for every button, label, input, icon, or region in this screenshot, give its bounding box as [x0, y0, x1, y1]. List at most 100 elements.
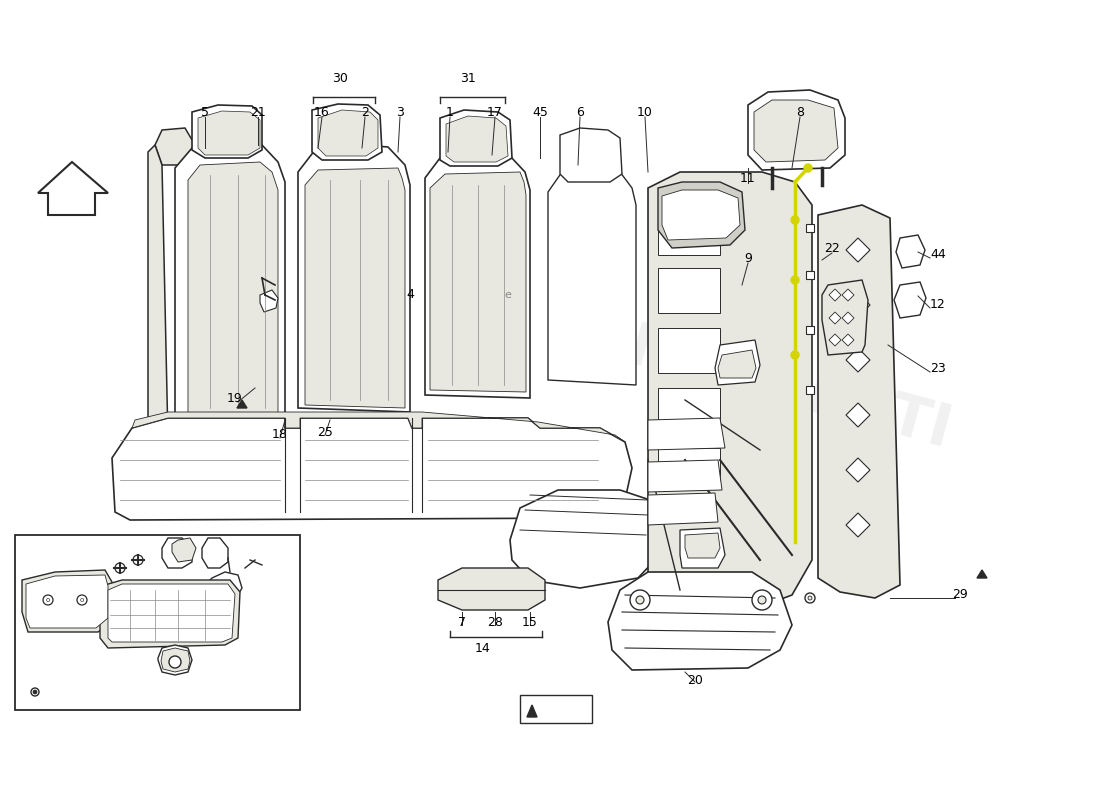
- FancyBboxPatch shape: [15, 535, 300, 710]
- Polygon shape: [527, 705, 537, 717]
- Circle shape: [43, 595, 53, 605]
- Text: 36: 36: [232, 622, 248, 634]
- Polygon shape: [155, 128, 195, 165]
- Text: 4: 4: [406, 289, 414, 302]
- Polygon shape: [829, 334, 842, 346]
- Polygon shape: [662, 190, 740, 240]
- Text: 40: 40: [70, 554, 86, 566]
- Polygon shape: [22, 570, 112, 632]
- Polygon shape: [440, 110, 512, 166]
- Circle shape: [791, 351, 799, 359]
- Text: 1: 1: [447, 106, 454, 118]
- Text: o: o: [46, 597, 51, 603]
- Circle shape: [77, 595, 87, 605]
- Text: o: o: [80, 597, 84, 603]
- Text: 6: 6: [576, 106, 584, 118]
- Text: 14: 14: [475, 642, 491, 654]
- Polygon shape: [846, 293, 870, 317]
- Text: 44: 44: [931, 249, 946, 262]
- Polygon shape: [260, 290, 278, 312]
- Text: e: e: [505, 290, 512, 300]
- Polygon shape: [658, 328, 720, 373]
- Text: 2: 2: [361, 106, 368, 118]
- Polygon shape: [446, 116, 508, 162]
- Polygon shape: [894, 282, 926, 318]
- Polygon shape: [198, 111, 260, 155]
- Polygon shape: [806, 224, 814, 232]
- Text: 25: 25: [317, 426, 333, 438]
- Polygon shape: [648, 493, 718, 525]
- Polygon shape: [806, 271, 814, 279]
- Polygon shape: [188, 162, 278, 418]
- Text: 3: 3: [396, 106, 404, 118]
- Polygon shape: [305, 168, 405, 408]
- Polygon shape: [298, 144, 410, 412]
- Text: 30: 30: [332, 71, 348, 85]
- Polygon shape: [715, 340, 760, 385]
- Circle shape: [133, 555, 143, 565]
- Text: 20: 20: [688, 674, 703, 686]
- Polygon shape: [438, 568, 544, 610]
- Circle shape: [31, 688, 38, 696]
- Text: 18: 18: [272, 429, 288, 442]
- Text: 5: 5: [201, 106, 209, 118]
- Polygon shape: [829, 312, 842, 324]
- Polygon shape: [680, 528, 725, 568]
- Polygon shape: [846, 513, 870, 537]
- Polygon shape: [842, 312, 854, 324]
- Polygon shape: [208, 572, 242, 602]
- Text: passion for parts: passion for parts: [645, 432, 795, 488]
- Polygon shape: [846, 238, 870, 262]
- Polygon shape: [108, 584, 235, 642]
- Polygon shape: [685, 533, 720, 558]
- Text: 39: 39: [114, 542, 130, 554]
- FancyBboxPatch shape: [520, 695, 592, 723]
- Text: 22: 22: [824, 242, 840, 254]
- Polygon shape: [822, 280, 868, 355]
- Polygon shape: [175, 142, 285, 425]
- Polygon shape: [112, 418, 632, 520]
- Polygon shape: [846, 458, 870, 482]
- Text: 38: 38: [220, 582, 235, 594]
- Text: 19: 19: [227, 391, 243, 405]
- Polygon shape: [658, 268, 720, 313]
- Polygon shape: [648, 172, 812, 610]
- Polygon shape: [648, 418, 725, 450]
- Polygon shape: [318, 110, 378, 156]
- Text: 7: 7: [458, 615, 466, 629]
- Circle shape: [791, 276, 799, 284]
- Polygon shape: [162, 538, 192, 568]
- Polygon shape: [806, 326, 814, 334]
- Circle shape: [791, 216, 799, 224]
- Polygon shape: [425, 152, 530, 398]
- Polygon shape: [148, 145, 168, 448]
- Polygon shape: [846, 348, 870, 372]
- Circle shape: [169, 656, 182, 668]
- Text: 45: 45: [532, 106, 548, 118]
- Polygon shape: [236, 400, 248, 408]
- Polygon shape: [430, 172, 526, 392]
- Polygon shape: [842, 289, 854, 301]
- Text: 37: 37: [170, 542, 186, 554]
- Polygon shape: [842, 334, 854, 346]
- Circle shape: [758, 596, 766, 604]
- Circle shape: [33, 690, 37, 694]
- Circle shape: [805, 593, 815, 603]
- Text: 31: 31: [460, 71, 476, 85]
- Polygon shape: [977, 570, 987, 578]
- Text: 35: 35: [240, 558, 256, 571]
- Text: 41: 41: [32, 554, 48, 566]
- Text: 17: 17: [487, 106, 503, 118]
- Polygon shape: [510, 490, 660, 588]
- Polygon shape: [658, 182, 745, 248]
- Polygon shape: [658, 210, 720, 255]
- Polygon shape: [829, 289, 842, 301]
- Text: 28: 28: [487, 615, 503, 629]
- Polygon shape: [658, 448, 720, 486]
- Polygon shape: [658, 388, 720, 433]
- Text: = 13: = 13: [542, 705, 573, 718]
- Text: 32: 32: [177, 649, 192, 662]
- Polygon shape: [748, 90, 845, 170]
- Polygon shape: [754, 100, 838, 162]
- Polygon shape: [548, 168, 636, 385]
